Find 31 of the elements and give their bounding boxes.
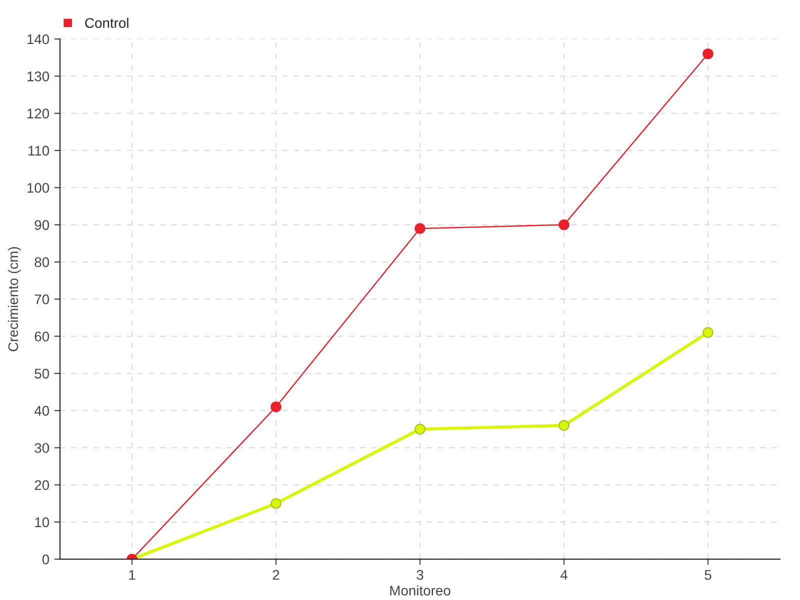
point <box>702 327 714 338</box>
y-tick-label: 70 <box>34 294 50 304</box>
x-tick-label: 5 <box>704 570 712 580</box>
y-tick-label: 80 <box>34 257 50 268</box>
y-tick-label: 20 <box>34 480 50 490</box>
x-tick-label: 3 <box>416 570 424 580</box>
y-tick-label: 50 <box>34 368 50 379</box>
y-tick-label: 140 <box>27 34 50 44</box>
y-tick-label: 10 <box>35 517 50 528</box>
point <box>270 498 282 509</box>
point <box>414 223 426 234</box>
y-tick-label: 130 <box>27 71 50 82</box>
x-tick-label: 1 <box>129 570 136 580</box>
point <box>558 420 570 431</box>
y-tick-label: 100 <box>27 182 50 193</box>
y-tick-label: 90 <box>34 220 50 230</box>
y-tick-label: 60 <box>34 332 50 342</box>
y-tick-label: 40 <box>34 406 50 416</box>
point <box>270 401 282 412</box>
y-tick-label: 0 <box>42 554 50 564</box>
y-tick-label: 30 <box>34 443 50 453</box>
point <box>414 424 426 435</box>
legend-label: Control <box>85 18 128 28</box>
y-tick-label: 110 <box>28 146 50 156</box>
y-axis-title: Crecimiento (cm) <box>8 247 21 352</box>
y-tick-label: 120 <box>27 108 50 118</box>
x-tick-label: 2 <box>272 570 280 580</box>
x-axis-title: Monitoreo <box>390 585 450 596</box>
point <box>558 219 570 230</box>
x-tick-label: 4 <box>560 570 568 580</box>
point <box>702 48 714 60</box>
